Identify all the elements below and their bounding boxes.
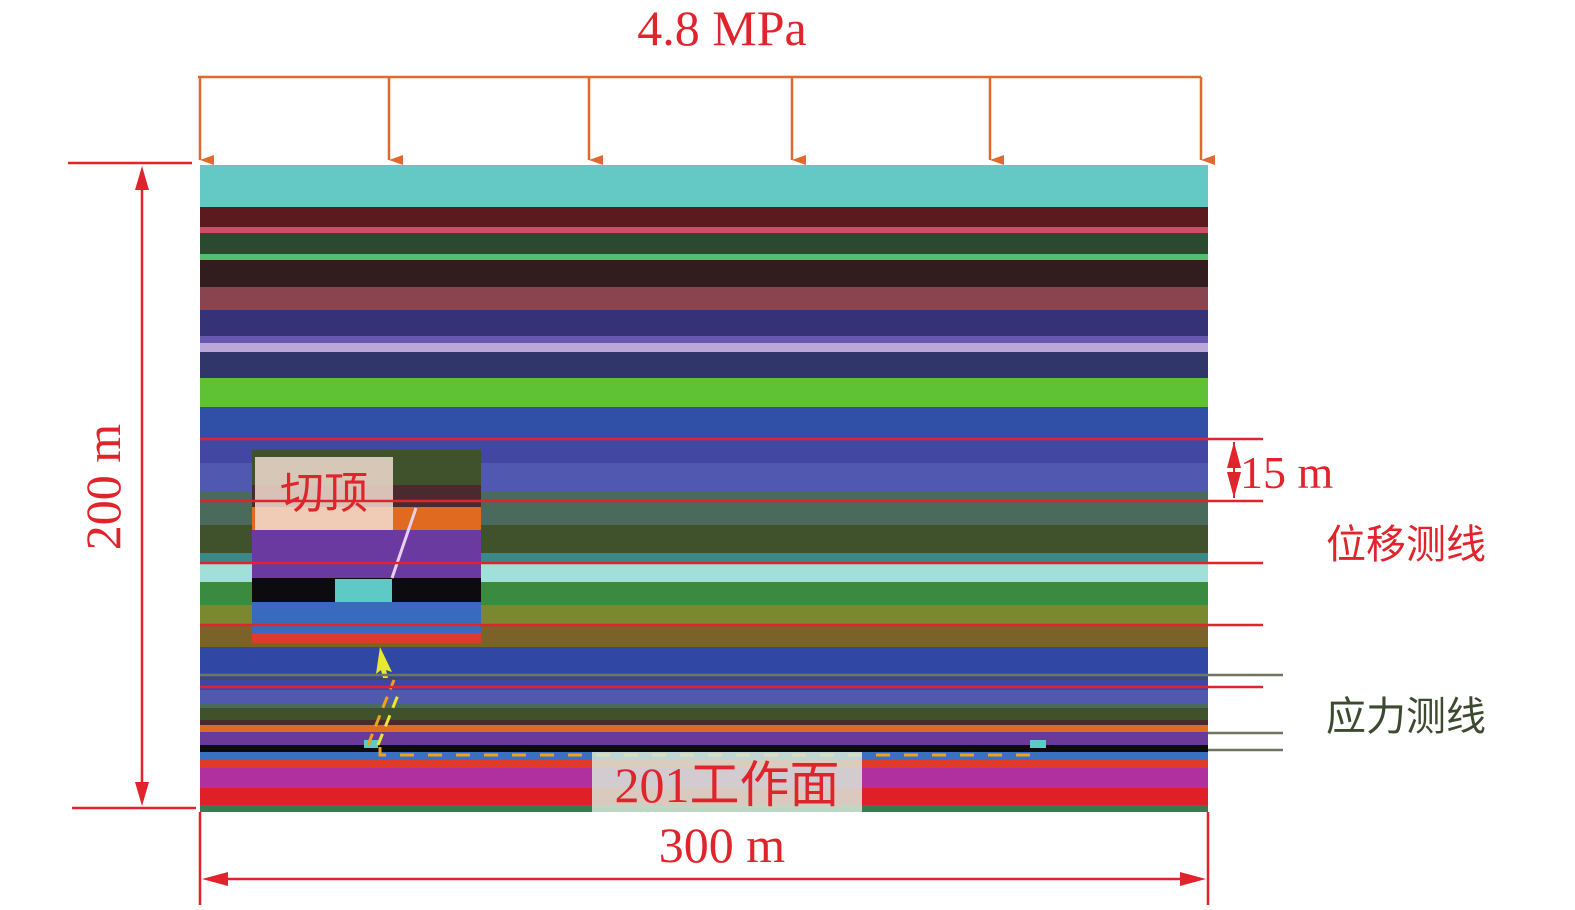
roadway [335,579,392,603]
stratum-layer [200,703,1208,708]
stratum-layer [200,725,1208,732]
width-dimension [198,812,1210,905]
stratum-layer [200,336,1208,343]
label-box [592,752,862,812]
stress-lines [200,673,1283,752]
stratum-layer [200,680,1208,690]
height-label: 200 m [75,424,131,551]
stratum-layer [200,310,1208,336]
roof-arrow-icon [376,647,392,678]
stratum-layer [200,690,1208,703]
roof-cutting-label: 切顶 [280,469,368,518]
displacement-lines-label: 位移测线 [1326,522,1486,567]
spacing-label: 15 m [1240,447,1334,498]
cut-line [390,507,418,579]
stratum-layer [200,260,1208,287]
load-label: 4.8 MPa [637,0,806,56]
stratum-layer [200,647,1208,677]
working-face-label: 201工作面 [615,757,840,813]
stratum-layer [200,677,1208,680]
stratum-layer [200,287,1208,310]
stratum-layer [200,708,1208,720]
label-box [255,457,393,530]
stratum-layer [200,343,1208,352]
working-face-outline [378,742,1032,757]
width-label: 300 m [659,817,786,873]
stratum-layer [200,227,1208,233]
working-face: 201工作面 [364,647,1046,813]
roof-cutting-inset: 切顶 [252,450,481,643]
stratum-layer [200,233,1208,254]
load-arrows [198,75,1215,165]
stratum-layer [200,207,1208,227]
strata-layers [200,165,1208,812]
stratum-layer [200,732,1208,745]
stratum-layer [200,553,1208,563]
stratum-layer [200,378,1208,407]
stratum-layer [200,254,1208,260]
stratum-layer [200,745,1208,752]
height-dimension [68,161,196,810]
stratum-layer [200,720,1208,725]
stratum-layer [200,352,1208,378]
stratum-layer [200,165,1208,207]
stress-lines-label: 应力测线 [1326,694,1486,739]
stratum-layer [200,407,1208,440]
displacement-lines [200,437,1263,689]
spacing-arrow-icon [1227,442,1241,498]
